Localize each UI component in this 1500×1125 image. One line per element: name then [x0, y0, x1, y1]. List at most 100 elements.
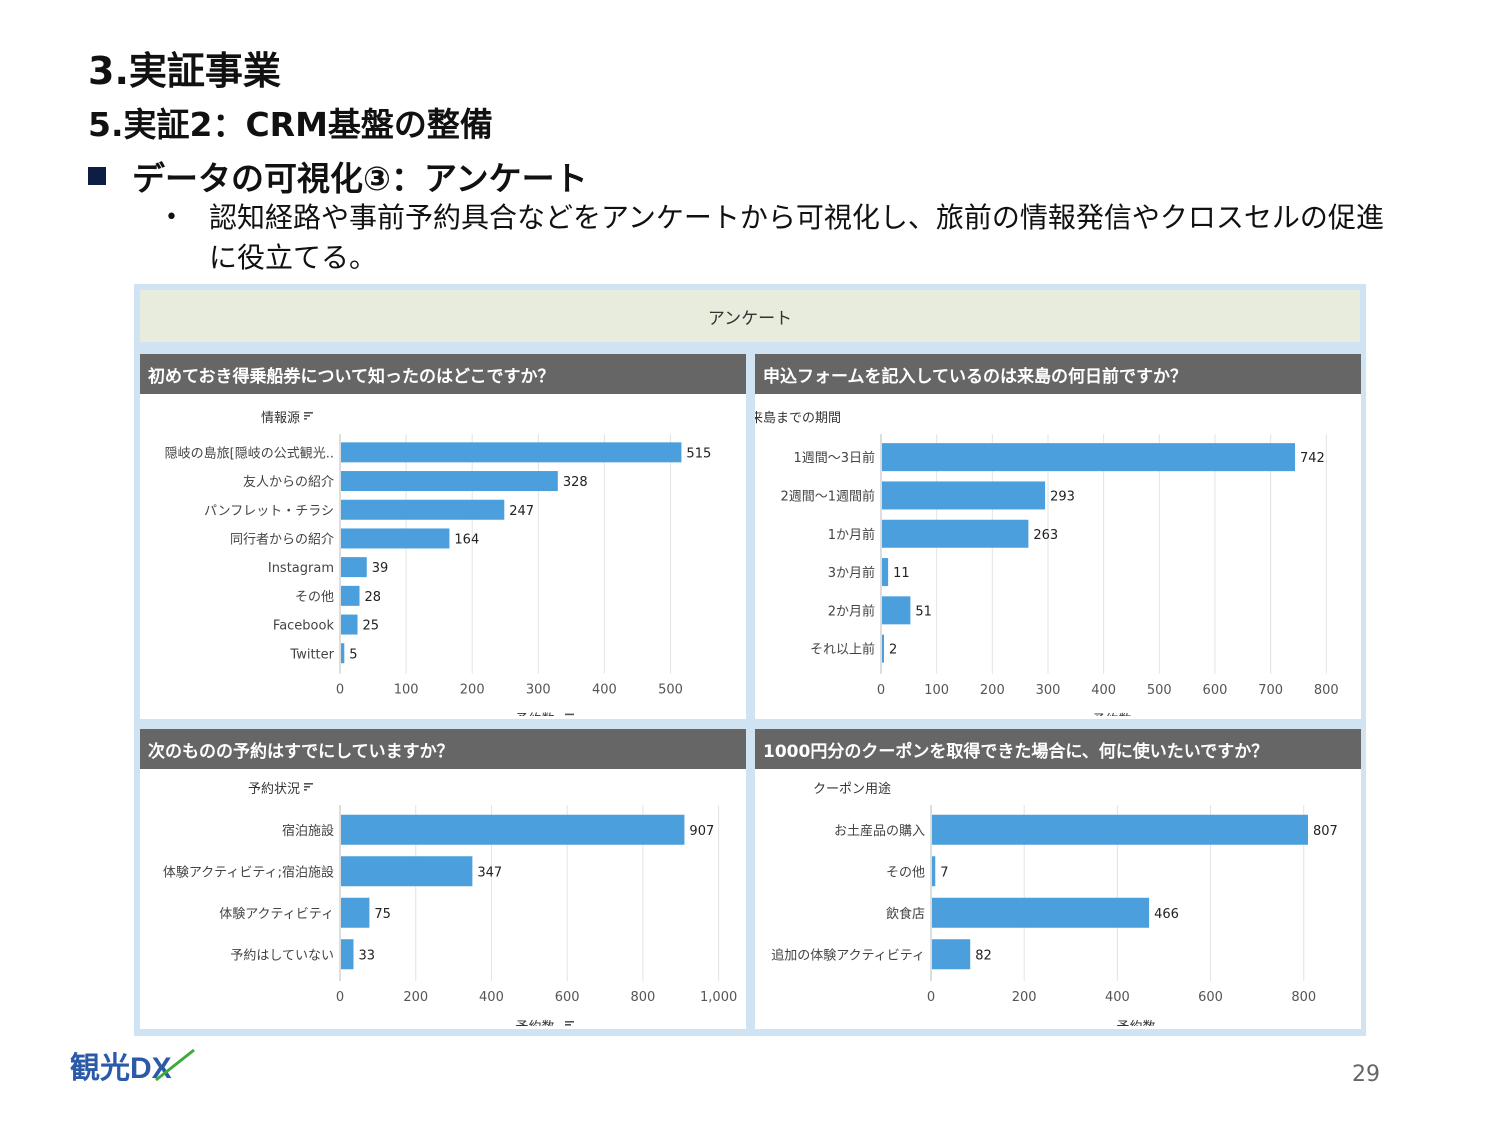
section-heading: データの可視化③：アンケート: [88, 152, 588, 200]
data-label: 247: [509, 504, 534, 519]
page-subtitle: 5.実証2：CRM基盤の整備: [88, 105, 493, 144]
tick-label: 1,000: [700, 990, 737, 1005]
category-label: Instagram: [268, 561, 334, 576]
bullet-text: 認知経路や事前予約具合などをアンケートから可視化し、旅前の情報発信やクロスセルの…: [209, 201, 1384, 274]
tick-label: 600: [1203, 683, 1228, 698]
bar: [341, 814, 685, 845]
bar: [882, 481, 1046, 510]
dashboard: アンケート 初めておき得乗船券について知ったのはどこですか？ 情報源隠岐の島旅[…: [134, 284, 1366, 1036]
data-label: 293: [1050, 489, 1075, 504]
data-label: 263: [1033, 528, 1058, 543]
category-label: 宿泊施設: [282, 823, 334, 839]
bar: [341, 499, 505, 520]
tick-label: 100: [924, 683, 949, 698]
sort-icon: [304, 783, 313, 791]
tick-label: 400: [479, 990, 504, 1005]
tick-label: 800: [1291, 990, 1316, 1005]
tick-label: 200: [460, 683, 485, 698]
sort-icon: [565, 1021, 574, 1026]
tick-label: 200: [980, 683, 1005, 698]
bar: [932, 814, 1308, 845]
data-label: 5: [349, 647, 357, 662]
data-label: 466: [1154, 907, 1179, 922]
page-title: 3.実証事業: [88, 49, 281, 93]
data-label: 164: [454, 532, 479, 547]
tick-label: 400: [1091, 683, 1116, 698]
tick-label: 600: [1198, 990, 1223, 1005]
data-label: 328: [563, 475, 588, 490]
category-label: Twitter: [289, 647, 334, 662]
tick-label: 100: [394, 683, 419, 698]
sort-icon: [565, 713, 574, 716]
data-label: 907: [689, 824, 714, 839]
tick-label: 200: [1012, 990, 1037, 1005]
data-label: 82: [975, 948, 992, 963]
x-axis-label: 予約数: [1092, 713, 1131, 716]
category-label: 隠岐の島旅[隠岐の公式観光..: [165, 446, 334, 461]
y-axis-label: 情報源: [261, 411, 300, 426]
bar: [341, 614, 358, 635]
category-label: その他: [886, 865, 925, 880]
kanko-dx-logo: 観光DX: [68, 1044, 198, 1092]
bar: [341, 442, 682, 463]
tick-label: 500: [658, 683, 683, 698]
tick-label: 800: [630, 990, 655, 1005]
chart-panel-reservation-status: 次のものの予約はすでにしていますか？ 予約状況 宿泊施設 907 体験アクティビティ;…: [140, 729, 746, 1029]
tick-label: 0: [927, 990, 935, 1005]
category-label: 同行者からの紹介: [230, 532, 334, 547]
tick-label: 0: [877, 683, 885, 698]
x-axis-label: 予約数: [1116, 1020, 1155, 1026]
y-axis-label: 予約状況: [248, 782, 300, 797]
bar: [932, 856, 936, 887]
data-label: 39: [372, 561, 389, 576]
chart-panel-coupon-usage: 1000円分のクーポンを取得できた場合に、何に使いたいですか？ クーポン用途 お土…: [755, 729, 1361, 1029]
category-label: 体験アクティビティ: [219, 907, 334, 922]
category-label: 追加の体験アクティビティ: [771, 947, 925, 963]
sort-icon: [304, 412, 313, 420]
x-axis-label: 予約数: [515, 1020, 554, 1026]
tick-label: 700: [1258, 683, 1283, 698]
bar-chart: 来島までの期間 1週間～3日前 742 2週間～1週間前 293 1か月前 263 3か月前 1…: [755, 411, 1339, 716]
category-label: 友人からの紹介: [243, 474, 334, 490]
tick-label: 0: [336, 683, 344, 698]
category-label: 体験アクティビティ;宿泊施設: [163, 864, 334, 880]
bar: [932, 939, 971, 970]
square-bullet-icon: [88, 167, 106, 185]
bar: [341, 528, 450, 549]
category-label: 予約はしていない: [230, 948, 334, 963]
category-label: 1か月前: [828, 527, 875, 543]
data-label: 25: [363, 619, 380, 634]
tick-label: 600: [555, 990, 580, 1005]
dashboard-title: アンケート: [140, 290, 1360, 342]
tick-label: 800: [1314, 683, 1339, 698]
bar: [341, 471, 558, 492]
chart-panel-info-source: 初めておき得乗船券について知ったのはどこですか？ 情報源隠岐の島旅[隠岐の公式観…: [140, 354, 746, 719]
data-label: 75: [374, 907, 391, 922]
tick-label: 0: [336, 990, 344, 1005]
y-axis-label: クーポン用途: [813, 781, 891, 797]
logo-text: 観光DX: [70, 1051, 172, 1085]
bar: [341, 557, 367, 578]
bar: [932, 897, 1150, 928]
category-label: Facebook: [273, 619, 335, 634]
data-label: 347: [477, 865, 502, 880]
category-label: 2か月前: [828, 603, 875, 619]
data-label: 742: [1300, 451, 1325, 466]
bar: [882, 443, 1296, 472]
category-label: それ以上前: [810, 642, 875, 658]
chart-title: 初めておき得乗船券について知ったのはどこですか？: [140, 354, 746, 394]
bullet-dot: •: [165, 205, 178, 230]
category-label: お土産品の購入: [834, 823, 925, 839]
tick-label: 200: [403, 990, 428, 1005]
tick-label: 300: [1036, 683, 1061, 698]
category-label: 飲食店: [886, 906, 925, 922]
data-label: 2: [889, 643, 897, 658]
section-heading-text: データの可視化③：アンケート: [132, 159, 588, 198]
bar: [341, 643, 345, 664]
category-label: パンフレット・チラシ: [204, 504, 334, 519]
data-label: 807: [1313, 824, 1338, 839]
data-label: 51: [915, 604, 932, 619]
tick-label: 400: [592, 683, 617, 698]
